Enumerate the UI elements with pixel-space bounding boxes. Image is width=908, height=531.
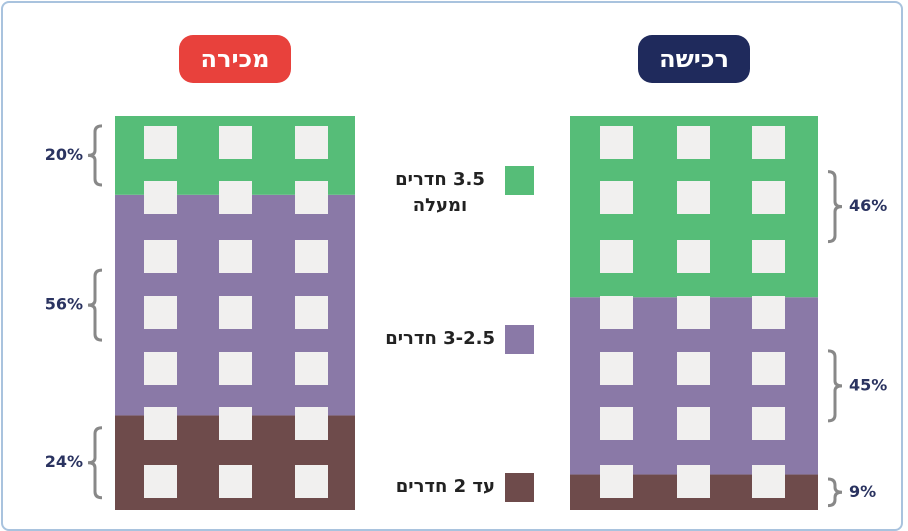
window [219,181,252,214]
window [600,407,633,440]
value-label: 56% [45,295,83,314]
window [144,352,177,385]
window [219,407,252,440]
window [295,352,328,385]
brace [827,170,843,244]
window [295,126,328,159]
category-title: רכישה [659,45,729,73]
window [600,126,633,159]
window [677,352,710,385]
window [677,240,710,273]
window [600,465,633,498]
window [219,352,252,385]
window [144,126,177,159]
window [295,296,328,329]
window [752,181,785,214]
window [677,126,710,159]
window [219,296,252,329]
window [677,407,710,440]
window [752,352,785,385]
category-title: מכירה [201,45,270,73]
value-label: 20% [45,145,83,164]
legend-label: 3.5 חדרים ומעלה [395,169,485,216]
brace [87,124,103,187]
legend-label: עד 2 חדרים [395,476,495,497]
value-label: 45% [849,375,887,394]
window [295,465,328,498]
window [219,126,252,159]
window [600,181,633,214]
window [295,407,328,440]
brace [827,349,843,423]
value-label: 46% [849,196,887,215]
window [295,240,328,273]
title-pill [638,35,750,83]
window [600,296,633,329]
window [144,465,177,498]
value-label: 9% [849,482,876,501]
window [677,465,710,498]
title-pill [179,35,291,83]
legend-swatch [505,166,534,195]
window [752,296,785,329]
window [677,296,710,329]
brace [87,426,103,500]
window [752,240,785,273]
brace [827,477,843,508]
window [144,181,177,214]
window [219,465,252,498]
brace [87,268,103,342]
window [219,240,252,273]
value-label: 24% [45,452,83,471]
window [144,296,177,329]
window [600,352,633,385]
legend-swatch [505,473,534,502]
window [295,181,328,214]
window [600,240,633,273]
window [144,240,177,273]
window [752,407,785,440]
legend-swatch [505,325,534,354]
window [752,465,785,498]
window [752,126,785,159]
window [677,181,710,214]
window [144,407,177,440]
legend-label: 3-2.5 חדרים [385,328,495,349]
